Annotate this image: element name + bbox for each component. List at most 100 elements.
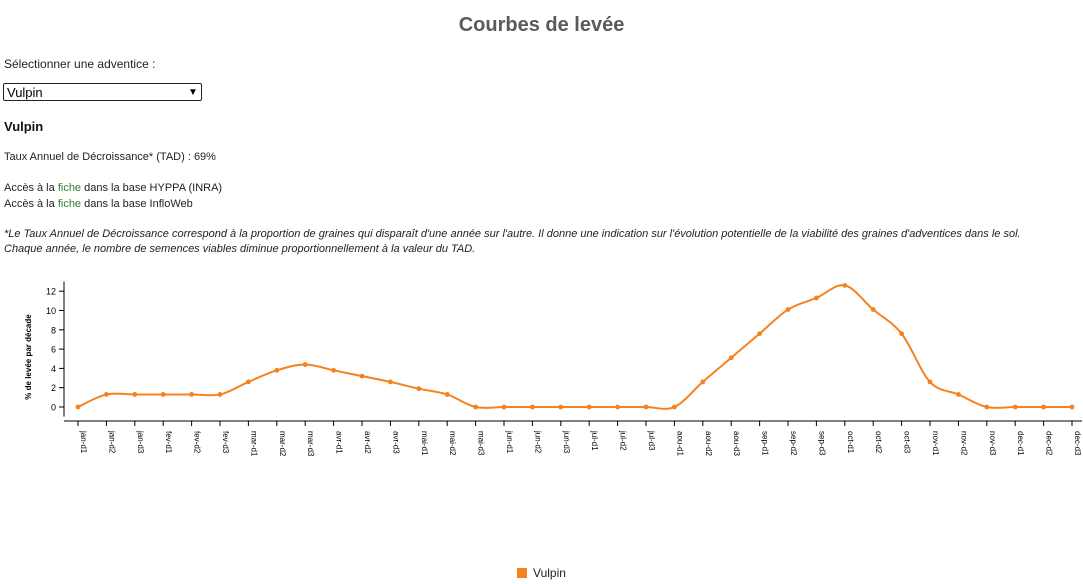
y-tick-label: 10 [46, 306, 56, 316]
data-point [1041, 404, 1046, 410]
data-point [189, 392, 195, 397]
data-point [444, 392, 450, 397]
data-point [246, 379, 251, 385]
x-tick-label: nov-d3 [988, 431, 997, 456]
access-hyppa-prefix: Accès à la [4, 182, 58, 194]
legend-label: Vulpin [533, 566, 566, 580]
tad-note: *Le Taux Annuel de Décroissance correspo… [4, 227, 1083, 257]
access-hyppa-suffix: dans la base HYPPA (INRA) [81, 182, 223, 194]
y-tick-label: 6 [51, 345, 56, 355]
x-tick-label: oct-d3 [903, 431, 912, 454]
data-point [586, 404, 592, 410]
data-point [359, 373, 365, 379]
data-point [388, 379, 393, 385]
emergence-chart: 0 2 4 6 8 10 12 % de levée par décade jan-d1 jan-… [24, 281, 1082, 457]
data-point [984, 404, 990, 410]
data-point [217, 392, 223, 397]
data-point [643, 404, 649, 410]
x-tick-label: avr-d2 [363, 431, 372, 454]
data-point [302, 362, 308, 367]
data-point [331, 367, 336, 373]
data-point [1012, 404, 1018, 410]
x-tick-label: dec-d1 [1016, 431, 1025, 456]
access-infloweb-suffix: dans la base InfloWeb [81, 198, 193, 210]
x-tick-label: oct-d2 [874, 431, 883, 454]
tad-note-line1: *Le Taux Annuel de Décroissance correspo… [4, 228, 1021, 240]
data-point [104, 392, 109, 397]
data-point [75, 404, 81, 410]
data-point [501, 404, 507, 410]
x-tick-label: oct-d1 [846, 431, 855, 454]
x-tick-label: nov-d1 [931, 431, 940, 456]
x-tick-label: mai-d3 [477, 431, 486, 456]
x-tick-label: jan-d3 [136, 430, 145, 454]
x-tick-label: jan-d2 [107, 430, 116, 454]
data-point [899, 331, 904, 337]
chevron-down-icon: ▼ [188, 86, 198, 98]
series-line-vulpin [77, 284, 1072, 410]
data-point [956, 392, 961, 397]
weed-select[interactable]: Vulpin ▼ [3, 83, 202, 101]
species-title: Vulpin [4, 119, 44, 134]
y-tick-label: 12 [46, 287, 56, 297]
hyppa-fiche-link[interactable]: fiche [57, 182, 82, 194]
x-tick-label: avr-d3 [391, 431, 400, 454]
infloweb-fiche-link[interactable]: fiche [57, 198, 82, 210]
data-point [728, 355, 734, 361]
x-tick-label: nov-d2 [959, 431, 968, 456]
y-tick-label: 2 [51, 383, 56, 393]
chart-legend: Vulpin [0, 566, 1083, 580]
x-tick-label: avr-d1 [335, 431, 344, 454]
data-point [1069, 404, 1075, 410]
x-tick-label: mai-d2 [448, 431, 457, 456]
data-point [927, 379, 933, 385]
access-infloweb-prefix: Accès à la [4, 198, 58, 210]
data-point [530, 404, 535, 410]
x-tick-label: fev-d3 [221, 431, 230, 454]
data-point [870, 307, 876, 312]
y-tick-label: 0 [51, 403, 56, 413]
data-point [160, 392, 166, 397]
x-tick-label: mai-d1 [420, 431, 429, 456]
legend-swatch [517, 568, 528, 578]
data-point [672, 404, 677, 410]
weed-select-value: Vulpin [7, 84, 43, 100]
x-tick-label: dec-d2 [1045, 431, 1054, 456]
page-title: Courbes de levée [458, 14, 625, 36]
x-tick-label: dec-d3 [1073, 431, 1082, 456]
data-point [558, 404, 564, 410]
x-tick-label: mar-d2 [278, 431, 287, 457]
y-axis-label: % de levée par décade [24, 314, 33, 400]
y-tick-label: 8 [51, 325, 56, 335]
x-tick-label: jun-d1 [505, 430, 514, 454]
select-label: Sélectionner une adventice : [4, 57, 156, 71]
x-tick-label: sep-d1 [761, 431, 770, 456]
x-tick-label: jul-d1 [590, 430, 599, 451]
x-tick-label: mar-d3 [306, 431, 315, 457]
data-point [416, 386, 422, 392]
x-tick-label: jul-d3 [647, 430, 656, 451]
x-tick-label: sep-d3 [817, 431, 826, 456]
x-tick-label: jun-d3 [562, 430, 571, 454]
access-hyppa: Accès à la fiche dans la base HYPPA (INR… [4, 182, 222, 194]
x-tick-label: jan-d1 [79, 430, 88, 454]
data-point [473, 404, 478, 410]
x-tick-label: aou-d3 [732, 431, 741, 456]
data-point [274, 367, 280, 373]
tad-note-line2: Chaque année, le nombre de semences viab… [4, 243, 476, 255]
x-tick-label: aou-d1 [675, 431, 684, 456]
x-tick-label: fev-d1 [164, 431, 173, 454]
x-tick-label: sep-d2 [789, 431, 798, 456]
data-point [132, 392, 138, 397]
x-tick-label: fev-d2 [193, 431, 202, 454]
data-point [757, 331, 762, 337]
data-point [615, 404, 620, 410]
tad-text: Taux Annuel de Décroissance* (TAD) : 69% [4, 151, 216, 163]
data-point [814, 295, 819, 301]
y-tick-label: 4 [51, 364, 56, 374]
data-point [785, 307, 791, 312]
data-point [700, 379, 706, 385]
x-tick-label: jun-d2 [533, 430, 542, 454]
data-point [842, 283, 848, 288]
x-tick-label: jul-d2 [619, 430, 628, 451]
